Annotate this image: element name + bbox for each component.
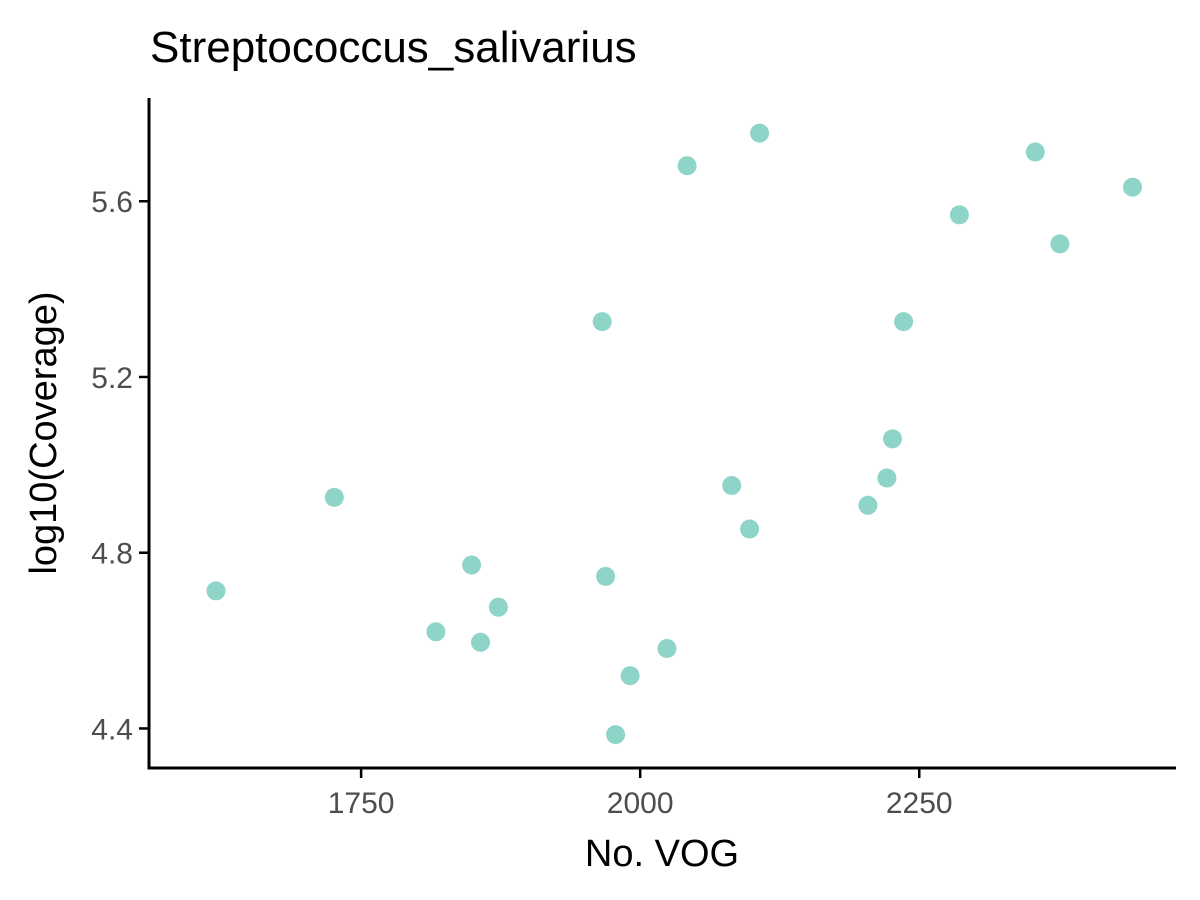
data-point [592,312,612,332]
data-point [657,639,677,658]
data-point [596,566,616,586]
data-point [324,487,344,507]
data-point [858,495,878,515]
chart-title: Streptococcus_salivarius [150,23,637,72]
data-point [620,666,640,686]
data-point [1025,142,1045,162]
points-layer [206,123,1142,745]
data-point [1050,234,1070,254]
y-axis-ticks: 4.4 4.8 5.2 5.6 [91,186,149,746]
data-point [488,597,508,617]
data-point [722,476,742,495]
data-point [740,519,760,539]
y-tick-label: 5.6 [91,186,133,219]
data-point [426,622,446,642]
data-point [677,156,697,176]
data-point [894,312,914,332]
x-tick-label: 2250 [886,787,953,820]
y-tick-label: 4.8 [91,538,133,571]
x-axis-ticks: 1750 2000 2250 [328,768,953,820]
data-point [883,429,902,449]
x-axis-title: No. VOG [585,833,739,875]
x-tick-label: 2000 [607,787,674,820]
data-point [877,468,897,488]
data-point [949,205,969,225]
data-point [462,555,482,575]
data-point [1123,177,1142,197]
data-point [471,632,490,652]
data-point [750,123,770,143]
data-point [606,725,626,745]
x-tick-label: 1750 [328,787,395,820]
y-axis-title: log10(Coverage) [23,291,65,574]
y-tick-label: 4.4 [91,713,133,746]
y-tick-label: 5.2 [91,362,133,395]
data-point [206,581,226,601]
